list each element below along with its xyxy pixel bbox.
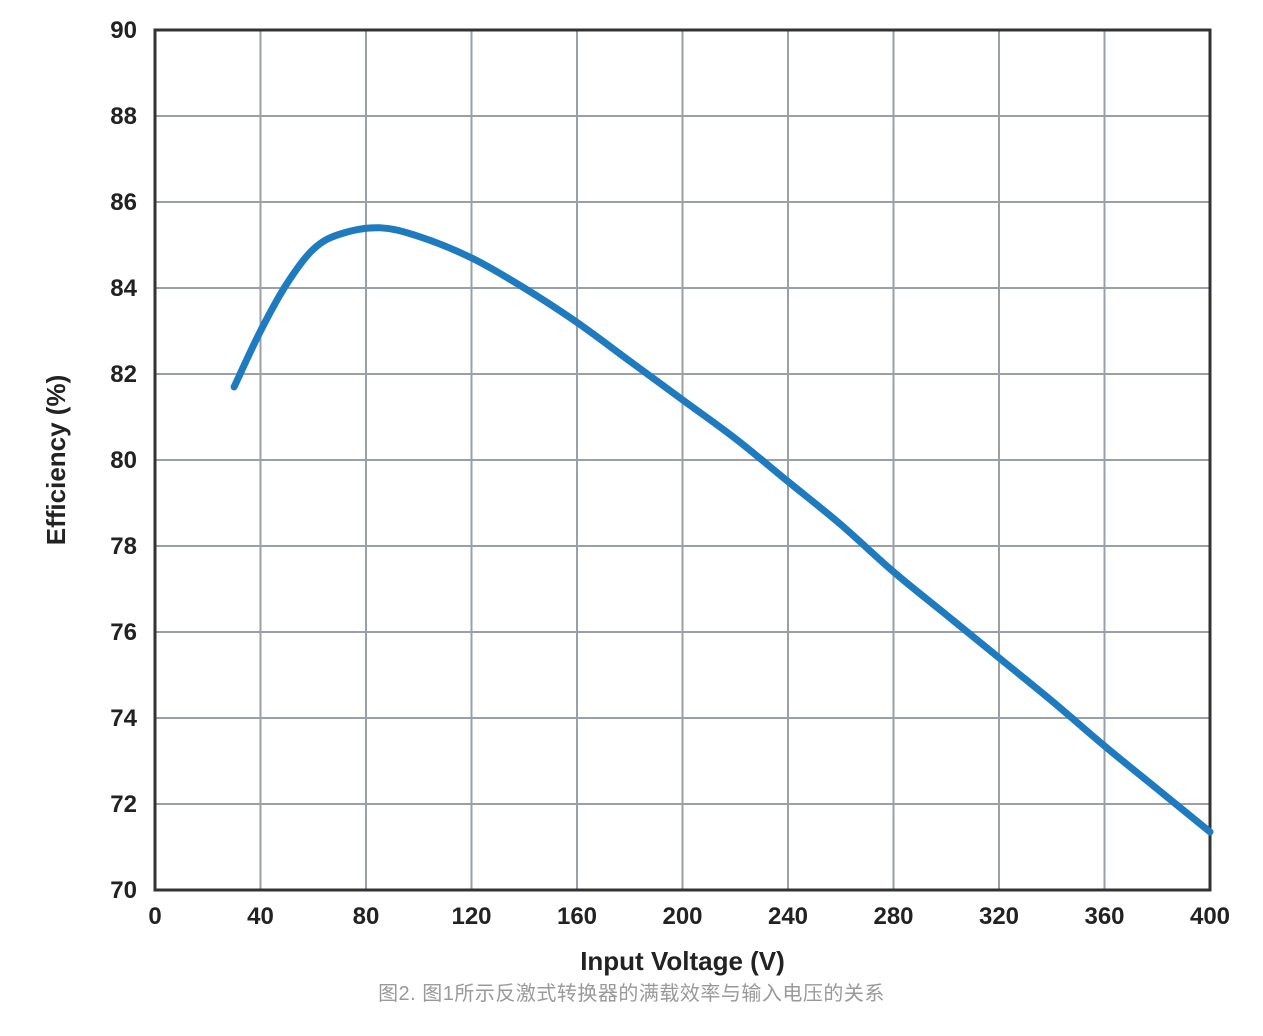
y-axis-title: Efficiency (%) (41, 375, 71, 546)
efficiency-chart: 0 40 80 120 160 200 240 280 320 360 400 70 72 74 76 78 8… (0, 0, 1263, 1036)
svg-text:280: 280 (873, 903, 913, 930)
figure-container: 0 40 80 120 160 200 240 280 320 360 400 70 72 74 76 78 8… (0, 0, 1263, 1036)
svg-text:160: 160 (557, 903, 597, 930)
svg-text:76: 76 (110, 619, 137, 646)
x-axis-title: Input Voltage (V) (580, 946, 785, 976)
svg-text:240: 240 (768, 903, 808, 930)
svg-text:86: 86 (110, 189, 137, 216)
svg-text:80: 80 (353, 903, 380, 930)
svg-text:80: 80 (110, 447, 137, 474)
svg-text:70: 70 (110, 877, 137, 904)
svg-text:400: 400 (1190, 903, 1230, 930)
svg-text:74: 74 (110, 705, 137, 732)
svg-text:84: 84 (110, 275, 137, 302)
svg-text:360: 360 (1084, 903, 1124, 930)
svg-text:90: 90 (110, 17, 137, 44)
figure-caption: 图2. 图1所示反激式转换器的满载效率与输入电压的关系 (0, 977, 1263, 1006)
svg-text:78: 78 (110, 533, 137, 560)
svg-text:72: 72 (110, 791, 137, 818)
svg-text:40: 40 (247, 903, 274, 930)
svg-text:120: 120 (451, 903, 491, 930)
svg-text:200: 200 (662, 903, 702, 930)
svg-text:82: 82 (110, 361, 137, 388)
svg-text:0: 0 (148, 903, 161, 930)
svg-text:88: 88 (110, 103, 137, 130)
svg-text:320: 320 (979, 903, 1019, 930)
